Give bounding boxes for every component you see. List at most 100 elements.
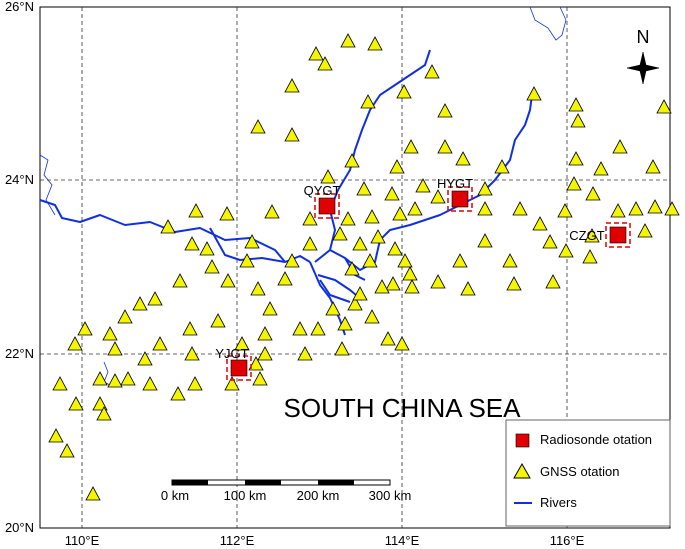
lon-label: 110°E: [65, 533, 100, 548]
gnss-marker: [210, 313, 226, 328]
gnss-marker: [142, 376, 158, 391]
gnss-marker: [460, 281, 476, 296]
gnss-marker: [224, 376, 240, 391]
gnss-marker: [257, 346, 273, 361]
gnss-marker: [147, 291, 163, 306]
gnss-marker: [584, 228, 600, 243]
gnss-marker: [430, 274, 446, 289]
gnss-marker: [384, 186, 400, 201]
gnss-marker: [392, 206, 408, 221]
gnss-marker: [628, 201, 644, 216]
gnss-marker: [244, 234, 260, 249]
scale-bar: [171, 479, 391, 486]
lon-label: 112°E: [220, 533, 255, 548]
gnss-marker: [152, 336, 168, 351]
gnss-marker: [557, 203, 573, 218]
gnss-marker: [92, 396, 108, 411]
gnss-marker: [364, 209, 380, 224]
gnss-marker: [277, 271, 293, 286]
gnss-marker: [570, 113, 586, 128]
station-label: QYGT: [304, 183, 341, 198]
gnss-marker: [452, 253, 468, 268]
scale-label: 200 km: [297, 488, 340, 503]
gnss-marker: [67, 336, 83, 351]
gnss-marker: [264, 204, 280, 219]
gnss-marker: [532, 216, 548, 231]
gnss-marker: [344, 153, 360, 168]
gnss-marker: [302, 236, 318, 251]
gnss-marker: [494, 159, 510, 174]
gnss-marker: [204, 259, 220, 274]
gnss-marker: [325, 301, 341, 316]
gnss-marker: [568, 97, 584, 112]
gnss-marker: [415, 178, 431, 193]
gnss-marker: [334, 341, 350, 356]
gnss-marker: [437, 103, 453, 118]
gnss-marker: [502, 253, 518, 268]
gnss-marker: [52, 376, 68, 391]
gnss-marker: [250, 281, 266, 296]
gnss-marker: [184, 346, 200, 361]
gnss-marker: [220, 273, 236, 288]
lon-label: 114°E: [385, 533, 420, 548]
gnss-marker: [317, 56, 333, 71]
gnss-marker: [187, 376, 203, 391]
gnss-marker: [352, 286, 368, 301]
gnss-marker: [284, 253, 300, 268]
gnss-marker: [257, 326, 273, 341]
gnss-marker: [362, 253, 378, 268]
lon-label: 116°E: [550, 533, 585, 548]
gnss-marker: [610, 203, 626, 218]
gnss-marker: [102, 326, 118, 341]
gnss-marker: [380, 331, 396, 346]
gnss-marker: [430, 189, 446, 204]
gnss-marker: [664, 201, 680, 216]
gnss-marker: [593, 161, 609, 176]
gnss-marker: [385, 276, 401, 291]
gnss-marker: [182, 321, 198, 336]
scale-label: 100 km: [224, 488, 267, 503]
gnss-marker: [477, 181, 493, 196]
gnss-marker: [568, 151, 584, 166]
gnss-marker: [340, 33, 356, 48]
gnss-marker: [656, 99, 672, 114]
legend-label: Radiosonde otation: [540, 432, 652, 447]
sea-label: SOUTH CHINA SEA: [284, 393, 522, 423]
gnss-marker: [558, 243, 574, 258]
gnss-stations: [48, 33, 680, 501]
gnss-marker: [506, 276, 522, 291]
station-label: CZGT: [569, 228, 604, 243]
gnss-marker: [387, 241, 403, 256]
station-label: HYGT: [437, 176, 473, 191]
gnss-marker: [367, 36, 383, 51]
gnss-marker: [308, 46, 324, 61]
gnss-marker: [542, 234, 558, 249]
gnss-marker: [437, 139, 453, 154]
gnss-marker: [292, 321, 308, 336]
station-label: YJGT: [215, 346, 248, 361]
scale-label: 0 km: [161, 488, 189, 503]
gnss-marker: [402, 266, 418, 281]
gnss-marker: [160, 219, 176, 234]
gnss-marker: [396, 84, 412, 99]
gnss-marker: [332, 226, 348, 241]
gnss-marker: [512, 201, 528, 216]
lat-label: 26°N: [5, 0, 34, 14]
gnss-marker: [310, 321, 326, 336]
gnss-marker: [455, 151, 471, 166]
gnss-marker: [582, 249, 598, 264]
gnss-marker: [85, 486, 101, 501]
gnss-marker: [297, 346, 313, 361]
legend-label: GNSS otation: [540, 464, 620, 479]
gnss-marker: [77, 321, 93, 336]
gnss-marker: [302, 211, 318, 226]
gnss-marker: [352, 236, 368, 251]
gnss-marker: [284, 127, 300, 142]
gnss-marker: [397, 253, 413, 268]
gnss-marker: [612, 139, 628, 154]
gnss-marker: [344, 261, 360, 276]
gnss-marker: [356, 181, 372, 196]
gnss-marker: [407, 201, 423, 216]
gnss-marker: [424, 64, 440, 79]
gnss-marker: [219, 206, 235, 221]
